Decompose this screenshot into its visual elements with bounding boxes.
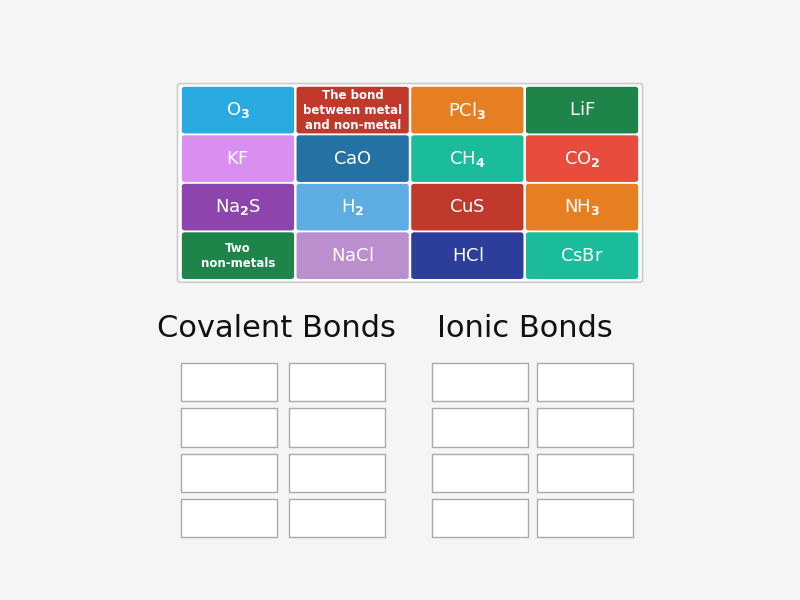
Text: $\mathbf{\mathrm{KF}}$: $\mathbf{\mathrm{KF}}$ [226, 149, 250, 167]
FancyBboxPatch shape [297, 184, 409, 230]
FancyBboxPatch shape [181, 363, 277, 401]
FancyBboxPatch shape [181, 499, 277, 537]
FancyBboxPatch shape [289, 454, 386, 492]
FancyBboxPatch shape [181, 409, 277, 446]
Text: $\mathbf{\mathrm{LiF}}$: $\mathbf{\mathrm{LiF}}$ [569, 101, 595, 119]
Text: $\mathbf{\mathrm{O}_{3}}$: $\mathbf{\mathrm{O}_{3}}$ [226, 100, 250, 120]
FancyBboxPatch shape [182, 232, 294, 279]
Text: $\mathbf{\mathrm{PCl}_{3}}$: $\mathbf{\mathrm{PCl}_{3}}$ [448, 100, 486, 121]
Text: $\mathbf{\mathrm{CaO}}$: $\mathbf{\mathrm{CaO}}$ [334, 149, 372, 167]
FancyBboxPatch shape [297, 232, 409, 279]
FancyBboxPatch shape [411, 184, 523, 230]
FancyBboxPatch shape [537, 409, 634, 446]
Text: $\mathbf{\mathrm{NaCl}}$: $\mathbf{\mathrm{NaCl}}$ [331, 247, 374, 265]
FancyBboxPatch shape [182, 87, 294, 133]
FancyBboxPatch shape [526, 232, 638, 279]
FancyBboxPatch shape [537, 499, 634, 537]
FancyBboxPatch shape [182, 184, 294, 230]
FancyBboxPatch shape [178, 83, 642, 282]
Text: $\mathbf{\mathrm{HCl}}$: $\mathbf{\mathrm{HCl}}$ [452, 247, 483, 265]
FancyBboxPatch shape [432, 363, 528, 401]
Text: $\mathbf{\mathrm{H}_{2}}$: $\mathbf{\mathrm{H}_{2}}$ [341, 197, 364, 217]
Text: The bond
between metal
and non-metal: The bond between metal and non-metal [303, 89, 402, 131]
Text: Two
non-metals: Two non-metals [201, 242, 275, 269]
FancyBboxPatch shape [432, 454, 528, 492]
Text: $\mathbf{\mathrm{CsBr}}$: $\mathbf{\mathrm{CsBr}}$ [560, 247, 604, 265]
FancyBboxPatch shape [526, 184, 638, 230]
Text: $\mathbf{\mathrm{CO}_{2}}$: $\mathbf{\mathrm{CO}_{2}}$ [564, 149, 600, 169]
FancyBboxPatch shape [411, 87, 523, 133]
Text: $\mathbf{\mathrm{CH}_{4}}$: $\mathbf{\mathrm{CH}_{4}}$ [449, 149, 486, 169]
FancyBboxPatch shape [289, 363, 386, 401]
Text: $\mathbf{\mathrm{CuS}}$: $\mathbf{\mathrm{CuS}}$ [449, 198, 486, 216]
Text: Ionic Bonds: Ionic Bonds [437, 314, 613, 343]
FancyBboxPatch shape [432, 499, 528, 537]
FancyBboxPatch shape [297, 135, 409, 182]
FancyBboxPatch shape [526, 87, 638, 133]
FancyBboxPatch shape [526, 135, 638, 182]
Text: Covalent Bonds: Covalent Bonds [158, 314, 396, 343]
Text: $\mathbf{\mathrm{NH}_{3}}$: $\mathbf{\mathrm{NH}_{3}}$ [564, 197, 600, 217]
FancyBboxPatch shape [297, 87, 409, 133]
FancyBboxPatch shape [411, 232, 523, 279]
Text: $\mathbf{\mathrm{Na}_{2}\mathrm{S}}$: $\mathbf{\mathrm{Na}_{2}\mathrm{S}}$ [214, 197, 261, 217]
FancyBboxPatch shape [181, 454, 277, 492]
FancyBboxPatch shape [289, 409, 386, 446]
FancyBboxPatch shape [182, 135, 294, 182]
FancyBboxPatch shape [537, 363, 634, 401]
FancyBboxPatch shape [432, 409, 528, 446]
FancyBboxPatch shape [411, 135, 523, 182]
FancyBboxPatch shape [289, 499, 386, 537]
FancyBboxPatch shape [537, 454, 634, 492]
